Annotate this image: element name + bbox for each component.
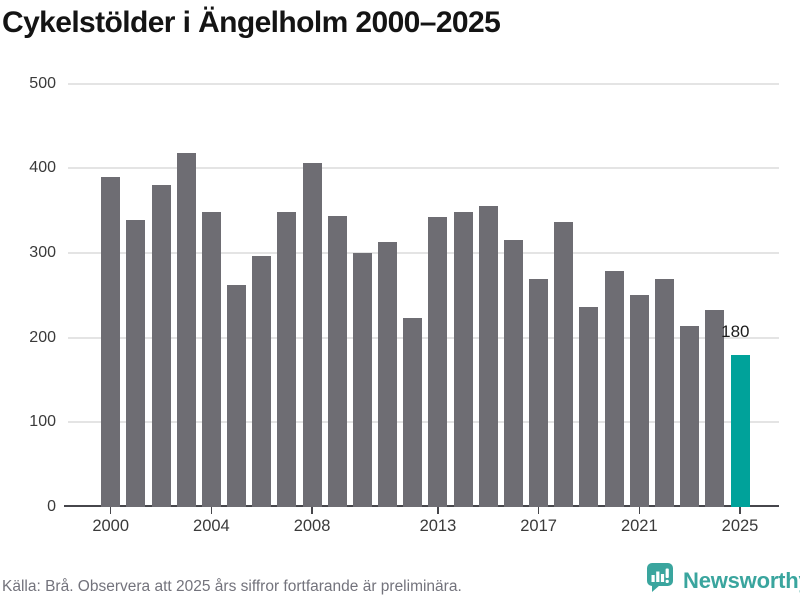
x-axis-label: 2000 bbox=[92, 517, 130, 535]
x-axis-tick bbox=[739, 507, 741, 514]
x-axis-label: 2013 bbox=[419, 517, 457, 535]
x-axis-label: 2008 bbox=[293, 517, 331, 535]
x-axis-tick bbox=[109, 507, 112, 514]
bar-2015 bbox=[478, 206, 498, 507]
bar-2014 bbox=[453, 212, 473, 507]
source-note: Källa: Brå. Observera att 2025 års siffr… bbox=[2, 578, 462, 595]
bar-2019 bbox=[579, 307, 599, 507]
gridline bbox=[68, 336, 779, 339]
bar-2022 bbox=[654, 279, 674, 507]
bar-2003 bbox=[176, 152, 196, 507]
chart-title: Cykelstölder i Ängelholm 2000–2025 bbox=[2, 6, 501, 39]
x-axis-label: 2017 bbox=[520, 517, 557, 535]
bar-2021 bbox=[629, 295, 649, 507]
x-axis-tick bbox=[537, 507, 540, 514]
y-axis-label: 100 bbox=[29, 413, 56, 431]
bar-2025 bbox=[730, 354, 750, 507]
bar-2024 bbox=[705, 309, 725, 507]
bar-2004 bbox=[201, 212, 221, 507]
gridline bbox=[68, 251, 779, 254]
x-axis-label: 2004 bbox=[193, 517, 230, 535]
x-axis-tick bbox=[437, 507, 439, 514]
y-axis-label: 300 bbox=[29, 243, 56, 261]
y-axis-label: 500 bbox=[29, 74, 56, 92]
bar-2016 bbox=[503, 240, 523, 507]
bar-2006 bbox=[252, 256, 272, 507]
bar-2020 bbox=[604, 270, 624, 507]
newsworthy-logo[interactable]: Newsworthy bbox=[646, 562, 800, 598]
bar-2010 bbox=[352, 252, 372, 507]
bar-2005 bbox=[227, 285, 247, 507]
x-axis-tick bbox=[311, 507, 313, 514]
gridline bbox=[68, 421, 779, 424]
bar-2009 bbox=[327, 216, 347, 507]
bar-2017 bbox=[529, 279, 549, 507]
x-axis-tick bbox=[210, 507, 213, 514]
bar-2000 bbox=[101, 176, 121, 507]
bar-2013 bbox=[428, 217, 448, 507]
bar-2018 bbox=[554, 222, 574, 507]
bar-2011 bbox=[378, 241, 398, 507]
bar-2001 bbox=[126, 219, 146, 507]
gridline bbox=[68, 167, 779, 170]
newsworthy-speech-bubble-bar-chart-icon bbox=[646, 562, 675, 598]
x-axis-tick bbox=[638, 507, 641, 514]
bar-2023 bbox=[680, 325, 700, 507]
x-axis-label: 2025 bbox=[721, 517, 759, 535]
x-axis-label: 2021 bbox=[620, 517, 658, 535]
gridline bbox=[68, 82, 779, 85]
y-axis-label: 200 bbox=[29, 328, 56, 346]
y-axis-label: 0 bbox=[47, 498, 56, 515]
newsworthy-logo-text: Newsworthy bbox=[683, 567, 800, 593]
bar-value-label: 180 bbox=[721, 322, 750, 341]
y-axis-label: 400 bbox=[29, 159, 56, 177]
bar-2007 bbox=[277, 212, 297, 507]
bar-2012 bbox=[403, 318, 423, 507]
bar-2008 bbox=[302, 163, 322, 507]
bar-2002 bbox=[151, 185, 171, 507]
